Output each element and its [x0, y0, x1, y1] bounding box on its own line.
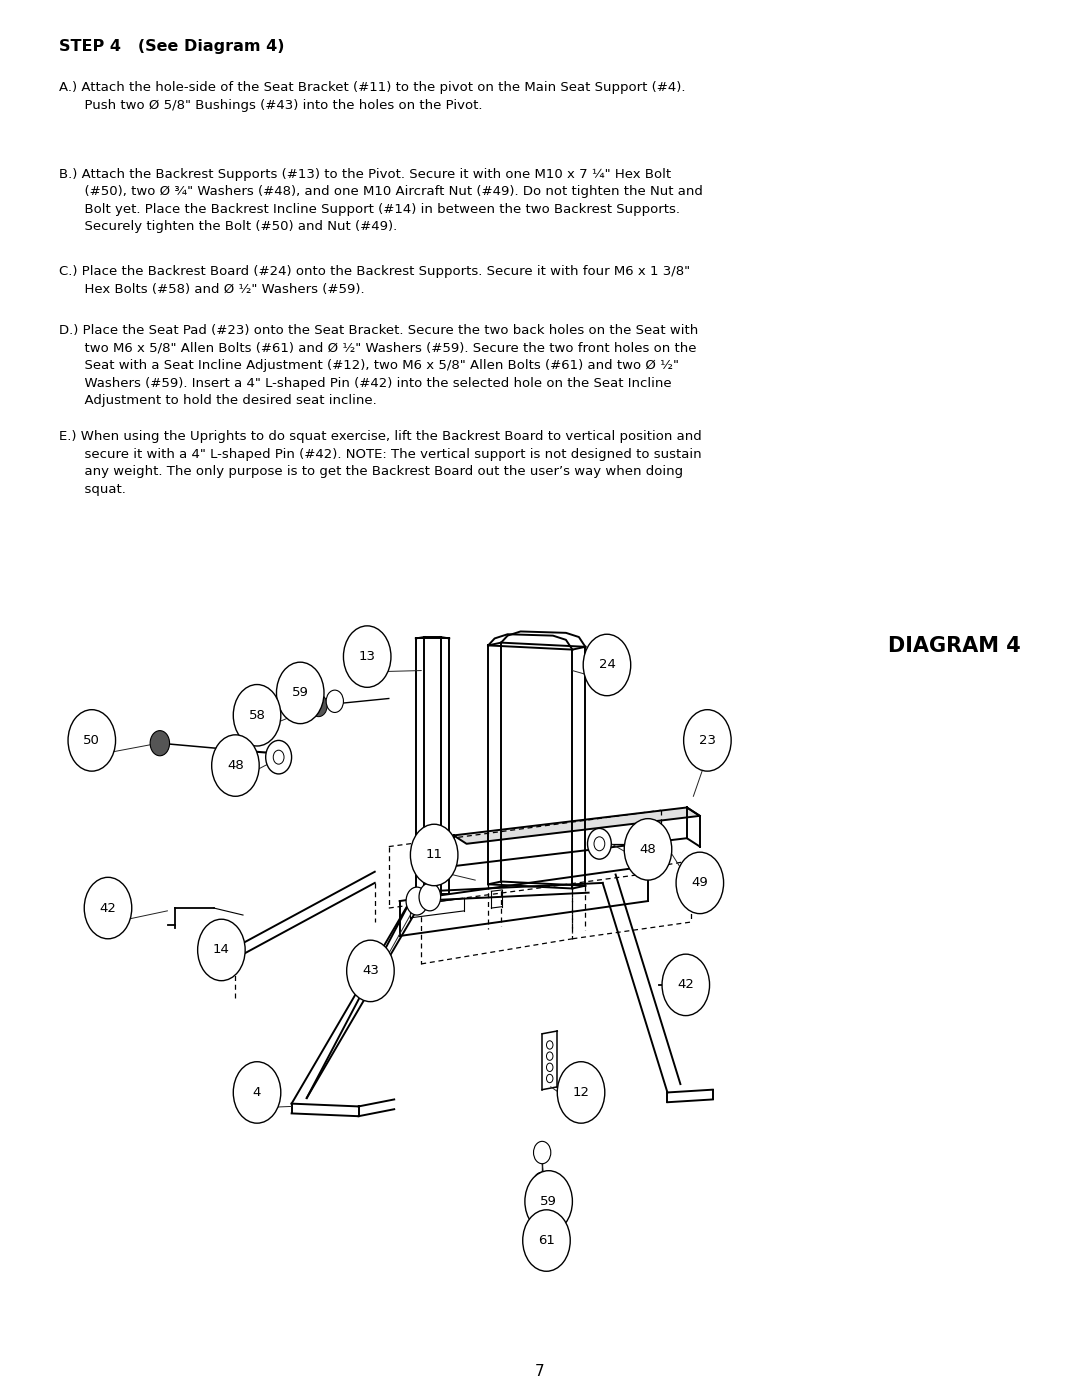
Circle shape — [68, 710, 116, 771]
Text: 49: 49 — [691, 876, 708, 890]
Text: 11: 11 — [426, 848, 443, 862]
Circle shape — [647, 831, 666, 856]
Text: 42: 42 — [677, 978, 694, 992]
Text: D.) Place the Seat Pad (#23) onto the Seat Bracket. Secure the two back holes on: D.) Place the Seat Pad (#23) onto the Se… — [59, 324, 699, 407]
Text: 48: 48 — [227, 759, 244, 773]
Text: 48: 48 — [639, 842, 657, 856]
Text: STEP 4   (See Diagram 4): STEP 4 (See Diagram 4) — [59, 39, 285, 54]
Text: 7: 7 — [536, 1365, 544, 1379]
Text: E.) When using the Uprights to do squat exercise, lift the Backrest Board to ver: E.) When using the Uprights to do squat … — [59, 430, 702, 496]
Circle shape — [624, 819, 672, 880]
Circle shape — [84, 877, 132, 939]
Circle shape — [212, 735, 259, 796]
Text: 59: 59 — [292, 686, 309, 700]
Text: 23: 23 — [699, 733, 716, 747]
Circle shape — [276, 662, 324, 724]
Circle shape — [347, 940, 394, 1002]
Text: 42: 42 — [99, 901, 117, 915]
Circle shape — [532, 1172, 552, 1197]
Text: 4: 4 — [253, 1085, 261, 1099]
Polygon shape — [454, 807, 700, 844]
Circle shape — [266, 740, 292, 774]
Circle shape — [534, 1141, 551, 1164]
Text: 50: 50 — [83, 733, 100, 747]
Text: 59: 59 — [540, 1194, 557, 1208]
Text: 14: 14 — [213, 943, 230, 957]
Circle shape — [150, 731, 170, 756]
Text: 12: 12 — [572, 1085, 590, 1099]
Circle shape — [684, 710, 731, 771]
Text: DIAGRAM 4: DIAGRAM 4 — [888, 636, 1021, 655]
Circle shape — [676, 852, 724, 914]
Text: 61: 61 — [538, 1234, 555, 1248]
Circle shape — [198, 919, 245, 981]
Text: 24: 24 — [598, 658, 616, 672]
Circle shape — [525, 1171, 572, 1232]
Circle shape — [406, 887, 428, 915]
Text: 58: 58 — [248, 708, 266, 722]
Text: 43: 43 — [362, 964, 379, 978]
Circle shape — [523, 1210, 570, 1271]
Circle shape — [419, 883, 441, 911]
Circle shape — [233, 685, 281, 746]
Circle shape — [310, 694, 327, 717]
Circle shape — [662, 954, 710, 1016]
Circle shape — [557, 1062, 605, 1123]
Circle shape — [326, 690, 343, 712]
Circle shape — [583, 634, 631, 696]
Text: C.) Place the Backrest Board (#24) onto the Backrest Supports. Secure it with fo: C.) Place the Backrest Board (#24) onto … — [59, 265, 690, 296]
Text: B.) Attach the Backrest Supports (#13) to the Pivot. Secure it with one M10 x 7 : B.) Attach the Backrest Supports (#13) t… — [59, 168, 703, 233]
Circle shape — [343, 626, 391, 687]
Text: A.) Attach the hole-side of the Seat Bracket (#11) to the pivot on the Main Seat: A.) Attach the hole-side of the Seat Bra… — [59, 81, 686, 112]
Circle shape — [410, 824, 458, 886]
Circle shape — [233, 1062, 281, 1123]
Circle shape — [588, 828, 611, 859]
Text: 13: 13 — [359, 650, 376, 664]
